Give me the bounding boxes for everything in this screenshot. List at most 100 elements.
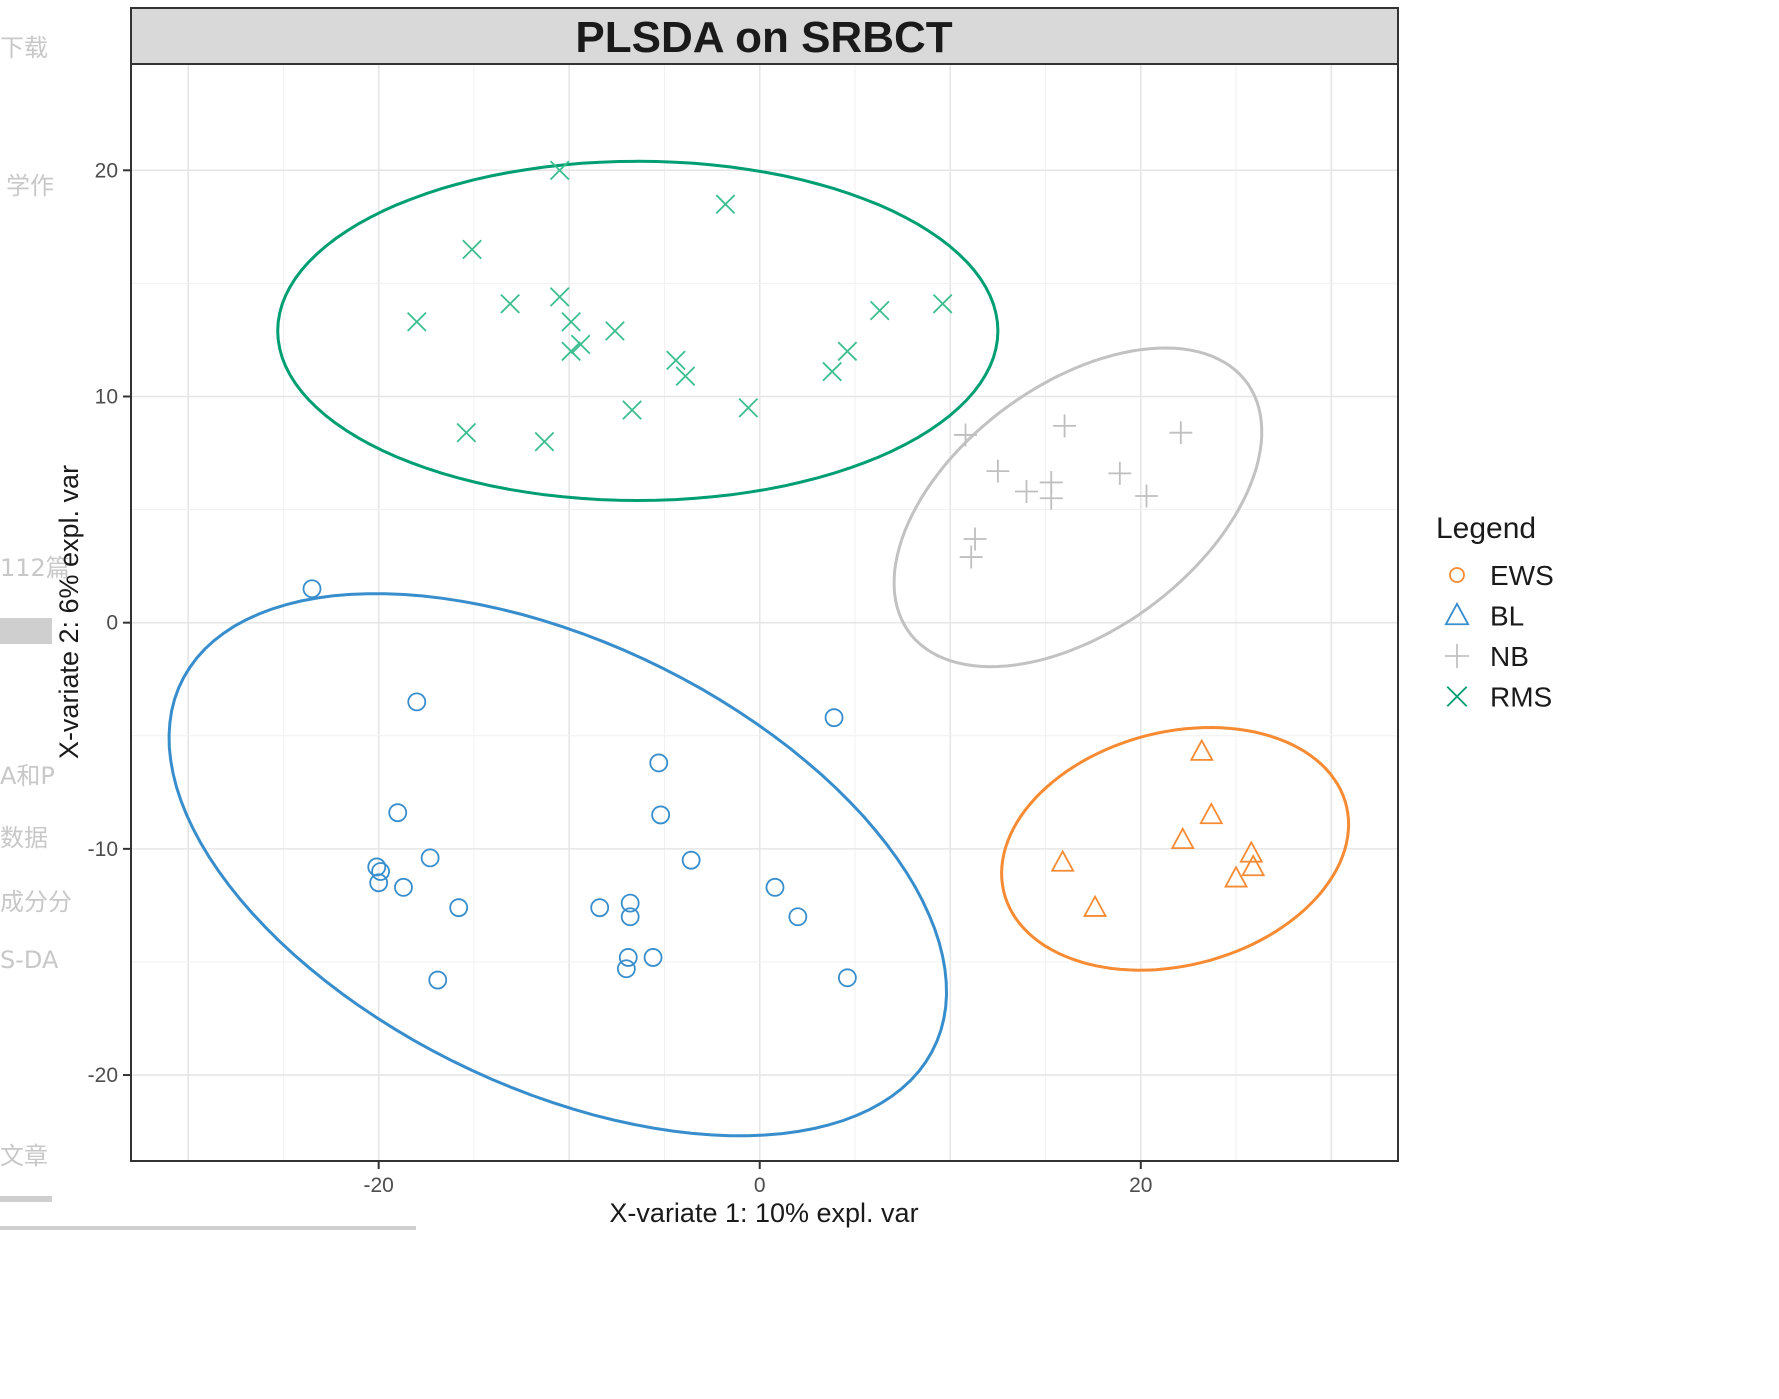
point-bl: [394, 877, 413, 897]
point-bl: [824, 708, 844, 728]
y-tick-label: 10: [95, 385, 118, 408]
point-bl: [681, 850, 701, 870]
point-rms: [406, 312, 427, 332]
title-strip: PLSDA on SRBCT: [130, 7, 1399, 65]
point-nb: [1039, 486, 1063, 510]
legend-label-bl: BL: [1490, 601, 1524, 632]
y-tick-label: -10: [88, 838, 118, 861]
point-bl: [369, 873, 389, 893]
point-bl: [620, 907, 640, 927]
title-strip-background: [130, 7, 1399, 65]
point-ews: [1241, 854, 1266, 877]
point-rms: [549, 287, 570, 307]
point-rms: [605, 321, 625, 341]
y-tick-label: -20: [88, 1064, 118, 1087]
point-nb: [1108, 461, 1132, 485]
point-ews: [1050, 849, 1075, 872]
point-bl: [371, 862, 390, 881]
y-tick-label: 20: [95, 159, 118, 182]
ellipse-rms: [276, 159, 1000, 503]
background-text: 下载: [0, 34, 48, 62]
legend-label-rms: RMS: [1490, 682, 1552, 713]
plot-panel: [130, 63, 1399, 1162]
ellipse-bl: [167, 592, 949, 1138]
background-text: 文章: [0, 1142, 48, 1170]
point-rms: [738, 397, 759, 418]
point-ews: [1189, 738, 1214, 761]
background-text: 数据: [0, 824, 48, 852]
legend-key-ews: [1449, 567, 1465, 583]
background-text: 112篇: [0, 554, 70, 582]
point-bl: [649, 753, 669, 773]
chart-title: PLSDA on SRBCT: [575, 13, 952, 62]
point-ews: [1224, 865, 1249, 888]
point-bl: [428, 970, 448, 990]
background-text: S-DA: [0, 946, 59, 974]
point-bl: [388, 803, 408, 823]
point-bl: [620, 893, 640, 913]
point-ews: [1239, 840, 1264, 863]
point-nb: [1053, 414, 1077, 438]
point-ews: [1083, 894, 1108, 917]
x-tick-label: 0: [754, 1174, 766, 1197]
point-rms: [666, 350, 686, 371]
point-rms: [561, 341, 581, 362]
point-bl: [651, 805, 671, 825]
point-rms: [715, 194, 736, 215]
point-bl: [367, 857, 387, 877]
point-bl: [590, 898, 610, 918]
x-axis: -20 0 20: [364, 1161, 1152, 1197]
legend-label-nb: NB: [1490, 641, 1529, 672]
point-rms: [462, 239, 482, 260]
point-nb: [954, 423, 977, 447]
background-page-strip: 下载 学作 112篇 A和P 数据 成分分 S-DA 文章: [0, 0, 416, 1399]
point-nb: [1169, 421, 1193, 445]
background-divider: [0, 1196, 52, 1202]
y-axis: 20 10 0 -10 -20: [88, 159, 131, 1087]
panel-background: [131, 64, 1398, 1161]
y-axis-label: X-variate 2: 6% expl. var: [54, 465, 84, 759]
ellipse-nb: [892, 346, 1264, 669]
data-points: [302, 160, 1266, 990]
point-rms: [675, 366, 696, 386]
legend-key-nb: [1444, 643, 1470, 669]
point-nb: [1135, 484, 1158, 508]
point-bl: [420, 848, 440, 868]
legend-key-bl: [1444, 601, 1470, 626]
point-bl: [837, 968, 857, 988]
point-rms: [869, 300, 890, 321]
point-rms: [561, 312, 581, 332]
point-bl: [449, 898, 469, 918]
legend-title: Legend: [1436, 512, 1536, 545]
point-bl: [618, 948, 638, 967]
point-bl: [788, 907, 808, 927]
point-bl: [616, 959, 636, 979]
y-tick-label: 0: [106, 612, 118, 635]
point-nb: [959, 545, 983, 569]
background-text: 成分分: [0, 888, 72, 916]
background-block: [0, 618, 52, 644]
point-rms: [456, 422, 477, 443]
point-nb: [986, 459, 1010, 483]
point-rms: [500, 293, 520, 314]
background-text: 学作: [6, 172, 54, 200]
gridlines: [131, 64, 1398, 1161]
point-ews: [1170, 826, 1195, 850]
background-divider: [0, 1226, 416, 1230]
legend-label-ews: EWS: [1490, 560, 1554, 591]
point-rms: [932, 293, 953, 314]
ellipse-ews: [1000, 725, 1351, 972]
x-tick-label: 20: [1129, 1174, 1152, 1197]
point-rms: [622, 400, 642, 420]
point-bl: [765, 877, 785, 897]
point-ews: [1199, 801, 1224, 825]
background-text: A和P: [0, 762, 55, 790]
point-rms: [822, 361, 842, 382]
point-rms: [837, 341, 858, 362]
x-tick-label: -20: [364, 1174, 394, 1197]
point-rms: [534, 431, 555, 452]
point-rms: [549, 160, 570, 181]
point-bl: [643, 948, 663, 967]
point-nb: [1015, 480, 1038, 503]
